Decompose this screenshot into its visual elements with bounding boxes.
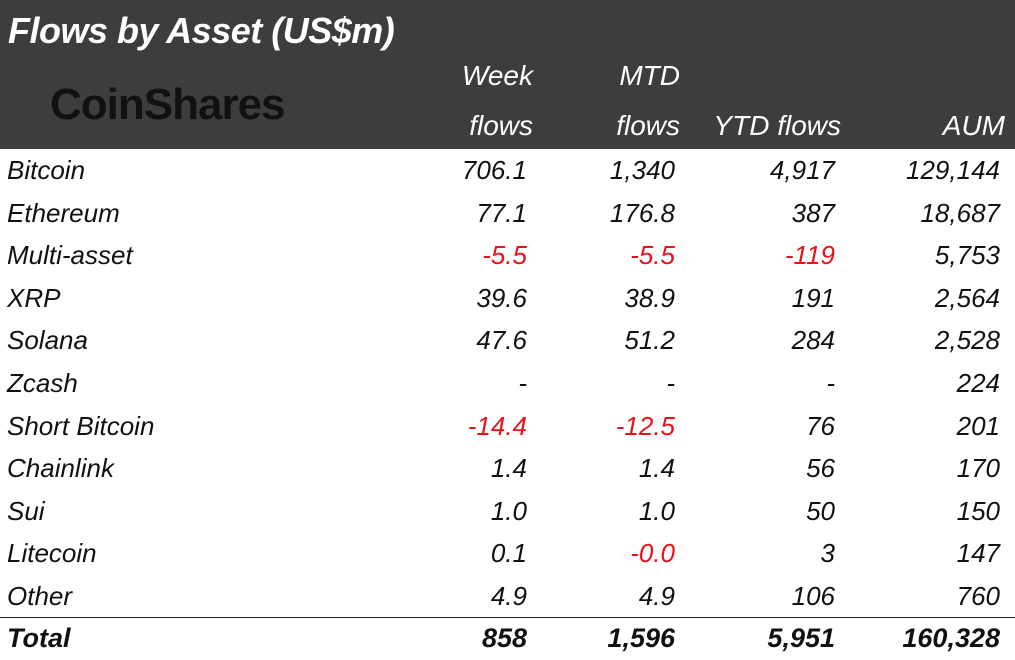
col-header-mtd-line2: flows [616,110,680,141]
asset-name-cell: XRP [7,282,61,313]
asset-name-cell: Zcash [7,368,78,398]
ytd-value-cell: 191 [791,282,835,313]
ytd-value-cell: 387 [791,197,835,228]
table-title: Flows by Asset (US$m) [8,10,395,51]
week-value-cell: 706.1 [461,155,527,185]
asset-name-cell: Short Bitcoin [7,410,155,441]
aum-value-cell: 129,144 [906,155,1000,185]
col-header-aum: AUM [942,110,1005,141]
mtd-value-cell: 51.2 [624,325,675,356]
aum-value-cell: 147 [956,538,1000,569]
col-header-week-line1: Week [461,60,533,91]
table-row: Short Bitcoin -14.4 -12.5 76 201 [0,405,1015,448]
table-row: Multi-asset -5.5 -5.5 -119 5,753 [0,234,1015,277]
aum-value-cell: 760 [956,581,1000,611]
total-row: Total 858 1,596 5,951 160,328 [0,617,1015,660]
table-row: Ethereum 77.1 176.8 387 18,687 [0,192,1015,235]
week-value-cell: 4.9 [490,581,527,611]
total-aum: 160,328 [902,623,1000,653]
total-mtd: 1,596 [607,623,675,653]
ytd-value-cell: 76 [806,410,835,441]
asset-name-cell: Other [7,581,73,611]
mtd-value-cell: 4.9 [638,581,675,611]
asset-name-cell: Bitcoin [7,155,86,185]
mtd-value-cell: 176.8 [609,197,675,228]
asset-name-cell: Solana [7,325,88,356]
week-value-cell: -5.5 [482,240,527,271]
ytd-value-cell: 284 [791,325,835,356]
table-row: Bitcoin 706.1 1,340 4,917 129,144 [0,149,1015,192]
aum-value-cell: 2,528 [934,325,1000,356]
mtd-value-cell: 38.9 [624,282,675,313]
mtd-value-cell: 1.4 [638,453,675,484]
week-value-cell: 39.6 [476,282,527,313]
table-row: Sui 1.0 1.0 50 150 [0,490,1015,533]
table-header: Flows by Asset (US$m) CoinShares Week fl… [0,0,1015,149]
coinshares-logo: CoinShares [50,80,286,129]
week-value-cell: - [518,368,527,398]
aum-value-cell: 18,687 [920,197,1000,228]
mtd-value-cell: -12.5 [615,410,675,441]
mtd-value-cell: 1.0 [638,495,675,526]
ytd-value-cell: 56 [806,453,835,484]
asset-name-cell: Chainlink [7,453,114,484]
aum-value-cell: 224 [956,368,1000,398]
week-value-cell: -14.4 [467,410,527,441]
table-row: Litecoin 0.1 -0.0 3 147 [0,532,1015,575]
mtd-value-cell: -5.5 [630,240,675,271]
total-ytd: 5,951 [767,623,835,653]
ytd-value-cell: 50 [806,495,835,526]
asset-name-cell: Ethereum [7,197,120,228]
mtd-value-cell: 1,340 [609,155,675,185]
total-label: Total [7,623,71,653]
total-divider [0,617,1015,618]
mtd-value-cell: -0.0 [630,538,675,569]
aum-value-cell: 5,753 [934,240,1000,271]
table-row: XRP 39.6 38.9 191 2,564 [0,277,1015,320]
col-header-mtd-line1: MTD [619,60,680,91]
asset-name-cell: Litecoin [7,538,97,569]
ytd-value-cell: 3 [820,538,835,569]
mtd-value-cell: - [666,368,675,398]
aum-value-cell: 201 [956,410,1000,441]
col-header-week-line2: flows [469,110,533,141]
table-row: Other 4.9 4.9 106 760 [0,575,1015,618]
week-value-cell: 47.6 [476,325,527,356]
week-value-cell: 1.0 [490,495,527,526]
col-header-ytd: YTD flows [713,110,841,141]
table-row: Chainlink 1.4 1.4 56 170 [0,447,1015,490]
aum-value-cell: 2,564 [934,282,1000,313]
table-row: Solana 47.6 51.2 284 2,528 [0,319,1015,362]
ytd-value-cell: 4,917 [769,155,835,185]
ytd-value-cell: 106 [791,581,835,611]
ytd-value-cell: -119 [784,240,835,271]
table-row: Zcash - - - 224 [0,362,1015,405]
aum-value-cell: 170 [956,453,1000,484]
asset-name-cell: Multi-asset [7,240,133,271]
week-value-cell: 1.4 [490,453,527,484]
week-value-cell: 77.1 [476,197,527,228]
ytd-value-cell: - [826,368,835,398]
total-week: 858 [481,623,527,653]
asset-name-cell: Sui [7,495,45,526]
aum-value-cell: 150 [956,495,1000,526]
week-value-cell: 0.1 [490,538,527,569]
